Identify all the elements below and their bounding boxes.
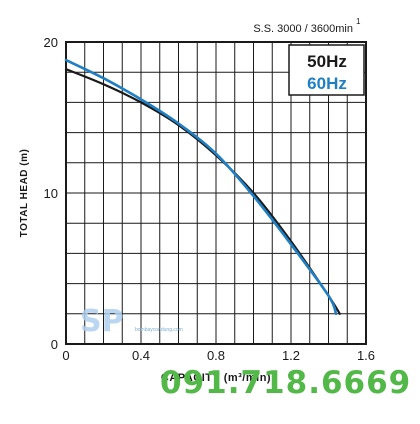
x-tick-label: 1.6 — [357, 348, 375, 363]
legend-50hz: 50Hz — [307, 52, 347, 71]
x-tick-label: 1.2 — [282, 348, 300, 363]
x-tick-label: 0.8 — [207, 348, 225, 363]
x-tick-label: 0.4 — [132, 348, 150, 363]
series-line-60hz — [64, 58, 338, 316]
x-tick-label: 0 — [62, 348, 69, 363]
y-axis-label: TOTAL HEAD (m) — [19, 149, 30, 238]
legend-60hz: 60Hz — [307, 74, 347, 93]
watermark: SP bombaycondung.com 091.718.6669 — [80, 304, 411, 401]
speed-superscript: 1 — [356, 17, 361, 26]
curves — [64, 58, 341, 316]
speed-label: S.S. 3000 / 3600min — [253, 23, 353, 35]
y-tick-label: 10 — [44, 186, 58, 201]
plot-frame — [65, 41, 367, 345]
watermark-site: bombaycondung.com — [135, 327, 183, 333]
tick-labels: 0 0.4 0.8 1.2 1.6 0 10 20 — [44, 35, 376, 363]
legend-box — [288, 44, 365, 96]
y-tick-label: 0 — [51, 337, 58, 352]
watermark-logo: SP — [80, 304, 124, 339]
x-axis-label: CAPACITY (m³/min) — [161, 372, 271, 384]
y-tick-label: 20 — [44, 35, 58, 50]
legend: 50Hz 60Hz — [288, 44, 365, 96]
watermark-phone: 091.718.6669 — [160, 365, 411, 401]
series-line-50hz — [64, 68, 341, 315]
